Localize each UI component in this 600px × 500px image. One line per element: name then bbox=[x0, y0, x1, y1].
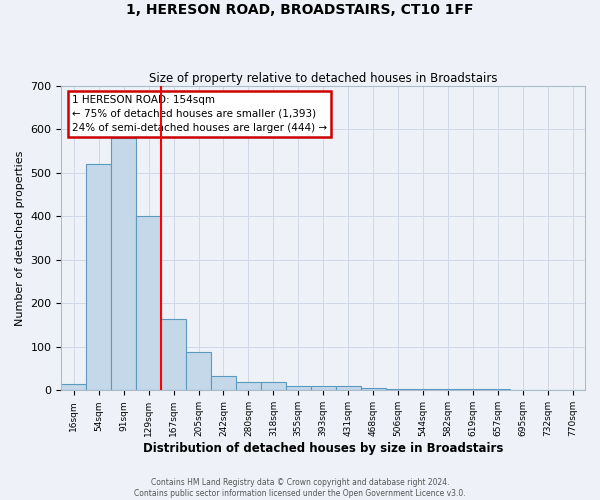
Bar bbox=[61, 384, 86, 390]
Bar bbox=[311, 386, 335, 390]
Text: 1, HERESON ROAD, BROADSTAIRS, CT10 1FF: 1, HERESON ROAD, BROADSTAIRS, CT10 1FF bbox=[126, 2, 474, 16]
Bar bbox=[161, 318, 186, 390]
Text: Contains HM Land Registry data © Crown copyright and database right 2024.
Contai: Contains HM Land Registry data © Crown c… bbox=[134, 478, 466, 498]
Bar bbox=[361, 388, 386, 390]
Bar bbox=[86, 164, 111, 390]
Bar bbox=[186, 352, 211, 391]
Bar bbox=[236, 382, 261, 390]
Bar bbox=[386, 388, 410, 390]
Bar bbox=[335, 386, 361, 390]
Text: 1 HERESON ROAD: 154sqm
← 75% of detached houses are smaller (1,393)
24% of semi-: 1 HERESON ROAD: 154sqm ← 75% of detached… bbox=[72, 95, 327, 133]
Bar bbox=[261, 382, 286, 390]
X-axis label: Distribution of detached houses by size in Broadstairs: Distribution of detached houses by size … bbox=[143, 442, 503, 455]
Bar bbox=[286, 386, 311, 390]
Y-axis label: Number of detached properties: Number of detached properties bbox=[15, 150, 25, 326]
Bar bbox=[410, 389, 436, 390]
Bar bbox=[211, 376, 236, 390]
Bar bbox=[436, 389, 460, 390]
Bar bbox=[111, 138, 136, 390]
Title: Size of property relative to detached houses in Broadstairs: Size of property relative to detached ho… bbox=[149, 72, 497, 85]
Bar bbox=[136, 216, 161, 390]
